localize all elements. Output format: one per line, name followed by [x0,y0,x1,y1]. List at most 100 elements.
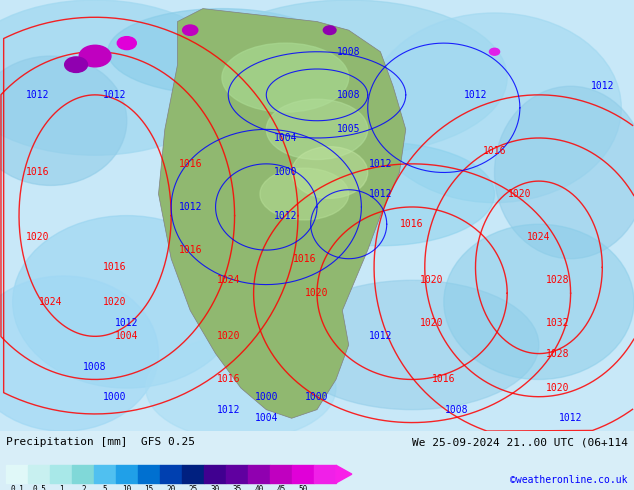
Bar [50,466,72,483]
Text: We 25-09-2024 21..00 UTC (06+114: We 25-09-2024 21..00 UTC (06+114 [411,437,628,447]
Ellipse shape [222,43,349,112]
Polygon shape [158,9,406,418]
Ellipse shape [495,86,634,259]
Text: 1000: 1000 [102,392,126,402]
Ellipse shape [0,276,158,431]
Text: 1004: 1004 [273,133,297,143]
Text: 1016: 1016 [432,374,456,385]
Text: 1000: 1000 [273,168,297,177]
Text: 1012: 1012 [368,331,392,342]
Text: 1008: 1008 [444,405,469,415]
Text: 30: 30 [210,485,220,490]
Bar [138,466,160,483]
Circle shape [65,57,87,73]
Text: 45: 45 [276,485,286,490]
Text: 1020: 1020 [216,331,240,342]
Text: 1004: 1004 [115,331,139,342]
Text: 1008: 1008 [337,90,361,100]
Bar [72,466,94,483]
Text: 1012: 1012 [102,90,126,100]
Text: 5: 5 [103,485,108,490]
Text: 1016: 1016 [26,168,50,177]
Ellipse shape [13,216,241,388]
Text: 1016: 1016 [482,146,507,156]
Bar [182,466,204,483]
Ellipse shape [266,99,368,160]
Text: 1016: 1016 [292,254,316,264]
Text: 1028: 1028 [546,348,570,359]
Text: 1016: 1016 [216,374,240,385]
Text: 1024: 1024 [39,297,63,307]
Text: 1016: 1016 [178,159,202,169]
Text: 1008: 1008 [83,362,107,371]
Text: 2: 2 [81,485,86,490]
Text: 1012: 1012 [115,318,139,328]
Bar [292,466,314,483]
Polygon shape [336,466,352,483]
Ellipse shape [285,280,539,410]
Ellipse shape [146,336,336,440]
Circle shape [79,45,111,67]
Text: 1000: 1000 [305,392,329,402]
Text: 1016: 1016 [178,245,202,255]
Ellipse shape [0,0,235,155]
Text: 1012: 1012 [216,405,240,415]
Text: 15: 15 [145,485,154,490]
Text: 1012: 1012 [26,90,50,100]
Text: 1004: 1004 [254,413,278,423]
Text: 1020: 1020 [305,288,329,298]
Bar [94,466,116,483]
Bar [204,466,226,483]
Text: ©weatheronline.co.uk: ©weatheronline.co.uk [510,475,628,485]
Bar [226,466,248,483]
Text: 1012: 1012 [590,81,614,91]
Text: 1: 1 [59,485,63,490]
Ellipse shape [292,147,368,198]
Text: 1012: 1012 [368,189,392,199]
Text: Precipitation [mm]  GFS 0.25: Precipitation [mm] GFS 0.25 [6,437,195,447]
Bar [270,466,292,483]
Text: 1020: 1020 [419,318,443,328]
Circle shape [323,26,336,34]
Ellipse shape [190,0,507,155]
Text: 25: 25 [188,485,198,490]
Bar [116,466,138,483]
Bar [29,466,50,483]
Ellipse shape [368,13,621,203]
Ellipse shape [444,224,634,379]
Text: 1016: 1016 [102,262,126,272]
Ellipse shape [266,142,495,246]
Text: 1012: 1012 [463,90,488,100]
Bar [314,466,336,483]
Text: 1028: 1028 [546,275,570,285]
Bar [248,466,270,483]
Text: 1024: 1024 [216,275,240,285]
Circle shape [489,49,500,55]
Text: 1012: 1012 [559,413,583,423]
Text: 40: 40 [254,485,264,490]
Bar [160,466,182,483]
Text: 1012: 1012 [273,211,297,220]
Ellipse shape [0,56,127,185]
Text: 0.5: 0.5 [32,485,46,490]
Text: 1000: 1000 [254,392,278,402]
Text: 20: 20 [167,485,176,490]
Circle shape [117,37,136,49]
Ellipse shape [108,9,336,95]
Circle shape [183,25,198,35]
Text: 35: 35 [233,485,242,490]
Text: 10: 10 [122,485,132,490]
Text: 1008: 1008 [337,47,361,57]
Text: 1020: 1020 [508,189,532,199]
Ellipse shape [260,168,349,220]
Text: 1020: 1020 [546,383,570,393]
Text: 1012: 1012 [178,202,202,212]
Text: 1016: 1016 [400,219,424,229]
Text: 1024: 1024 [527,232,551,242]
Bar [6,466,29,483]
Text: 1020: 1020 [102,297,126,307]
Text: 50: 50 [299,485,307,490]
Text: 1020: 1020 [26,232,50,242]
Text: 1032: 1032 [546,318,570,328]
Text: 1012: 1012 [368,159,392,169]
